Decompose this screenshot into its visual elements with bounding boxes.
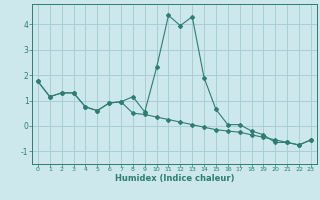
X-axis label: Humidex (Indice chaleur): Humidex (Indice chaleur) [115,174,234,183]
